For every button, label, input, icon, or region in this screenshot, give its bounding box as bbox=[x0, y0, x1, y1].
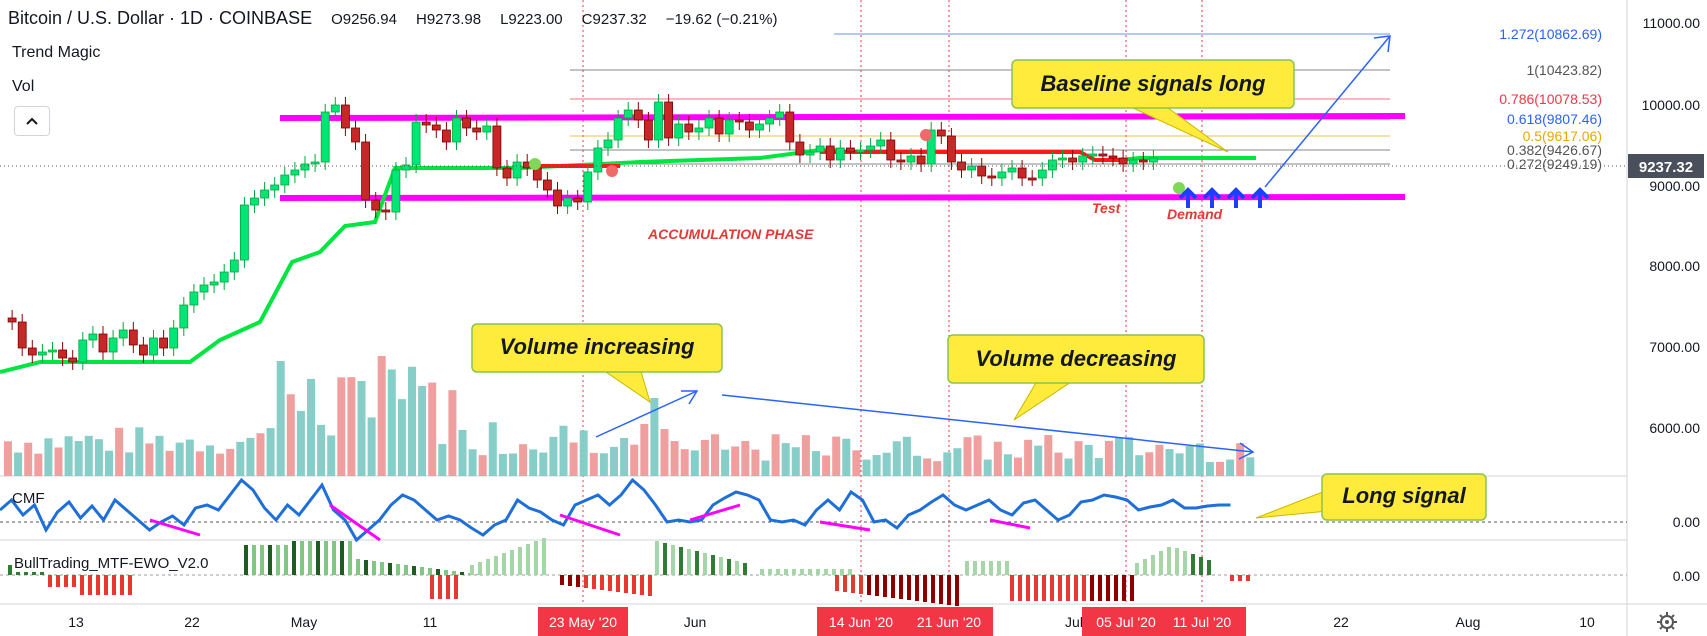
demand-arrows bbox=[1178, 187, 1270, 208]
baseline-callout[interactable]: Baseline signals long bbox=[1011, 59, 1295, 153]
long-signal-text: Long signal bbox=[1342, 483, 1466, 508]
date-tag-14-jun bbox=[817, 607, 905, 636]
price-tick: 6000.00 bbox=[1649, 420, 1700, 436]
volume-increasing-callout[interactable]: Volume increasing bbox=[471, 323, 723, 404]
symbol-title[interactable]: Bitcoin / U.S. Dollar · 1D · COINBASE bbox=[8, 8, 313, 28]
fib-extension-arrow[interactable] bbox=[1264, 35, 1391, 188]
long-signal-callout[interactable]: Long signal bbox=[1255, 473, 1487, 521]
fib-label: 1.272(10862.69) bbox=[1499, 26, 1602, 42]
collapse-indicators-button[interactable] bbox=[14, 106, 50, 136]
fib-label: 1(10423.82) bbox=[1526, 62, 1602, 78]
price-tick: 11000.00 bbox=[1643, 15, 1701, 31]
date-tag-11-jul bbox=[1158, 607, 1246, 636]
test-label: Test bbox=[1092, 200, 1122, 216]
chart-header: Bitcoin / U.S. Dollar · 1D · COINBASE O9… bbox=[8, 8, 778, 29]
fib-label: 0.786(10078.53) bbox=[1499, 91, 1602, 107]
date-tag-text: 14 Jun '20 bbox=[829, 614, 893, 630]
demand-label: Demand bbox=[1167, 206, 1223, 222]
indicator-vol[interactable]: Vol bbox=[12, 78, 35, 95]
fib-label: 0.272(9249.19) bbox=[1507, 156, 1602, 172]
time-axis[interactable]: 13 22 May 11 Jun Jul 22 Aug 10 23 May '2… bbox=[68, 607, 1595, 636]
volume-decreasing-text: Volume decreasing bbox=[976, 346, 1177, 371]
indicator-cmf[interactable]: CMF bbox=[12, 490, 45, 507]
volume-decreasing-callout[interactable]: Volume decreasing bbox=[947, 334, 1205, 421]
signal-dot-red bbox=[606, 165, 618, 177]
range-top-line[interactable] bbox=[279, 113, 1406, 121]
current-price-tag bbox=[1628, 154, 1704, 178]
time-tick: 10 bbox=[1579, 614, 1595, 630]
fib-label: 0.382(9426.67) bbox=[1507, 142, 1602, 158]
candlesticks bbox=[7, 94, 1158, 370]
signal-dot-green bbox=[1173, 182, 1185, 194]
accumulation-phase-label: ACCUMULATION PHASE bbox=[647, 226, 814, 242]
date-tag-23-may bbox=[538, 607, 628, 636]
ewo-histogram bbox=[8, 538, 1250, 606]
chevron-up-icon bbox=[26, 117, 38, 125]
date-tag-05-jul bbox=[1082, 607, 1170, 636]
date-tag-text: 05 Jul '20 bbox=[1096, 614, 1156, 630]
time-tick: Aug bbox=[1456, 614, 1481, 630]
price-tick: 8000.00 bbox=[1649, 258, 1700, 274]
volume-increasing-text: Volume increasing bbox=[500, 334, 695, 359]
price-tick: 10000.00 bbox=[1642, 97, 1701, 113]
time-tick: 11 bbox=[423, 614, 438, 630]
time-tick: Jun bbox=[684, 614, 707, 630]
ohlc-change: −19.62 (−0.21%) bbox=[665, 11, 778, 28]
time-tick: 13 bbox=[68, 614, 84, 630]
time-tick: Jul bbox=[1065, 614, 1083, 630]
signal-dot-green bbox=[529, 158, 541, 170]
cmf-line bbox=[0, 477, 1231, 543]
time-tick: 22 bbox=[1333, 614, 1349, 630]
ohlc-low: L9223.00 bbox=[500, 11, 563, 28]
cmf-axis-tick: 0.00 bbox=[1673, 514, 1700, 530]
time-tick: 22 bbox=[184, 614, 200, 630]
volume-increase-arrow[interactable] bbox=[595, 390, 699, 438]
date-tag-text: 23 May '20 bbox=[549, 614, 617, 630]
volume-decrease-arrow[interactable] bbox=[721, 394, 1255, 460]
ohlc-open: O9256.94 bbox=[331, 11, 397, 28]
volume-bars bbox=[4, 356, 1255, 476]
price-axis[interactable]: 11000.00 10000.00 9000.00 8000.00 7000.0… bbox=[1628, 15, 1704, 584]
time-tick: May bbox=[291, 614, 317, 630]
baseline-callout-text: Baseline signals long bbox=[1041, 71, 1267, 96]
gear-icon[interactable] bbox=[1657, 612, 1677, 632]
date-tag-text: 11 Jul '20 bbox=[1173, 614, 1232, 630]
indicator-trend-magic[interactable]: Trend Magic bbox=[12, 44, 101, 61]
date-tag-text: 21 Jun '20 bbox=[917, 614, 981, 630]
ewo-axis-tick: 0.00 bbox=[1673, 568, 1700, 584]
ohlc-close: C9237.32 bbox=[581, 11, 647, 28]
current-price-value: 9237.32 bbox=[1639, 159, 1693, 176]
price-tick: 7000.00 bbox=[1649, 339, 1700, 355]
date-tag-21-jun bbox=[905, 607, 993, 636]
signal-dot-red bbox=[920, 129, 932, 141]
indicator-ewo[interactable]: BullTrading_MTF-EWO_V2.0 bbox=[12, 555, 211, 572]
price-tick: 9000.00 bbox=[1649, 178, 1700, 194]
fib-label: 0.618(9807.46) bbox=[1507, 111, 1602, 127]
fib-label: 0.5(9617.06) bbox=[1523, 128, 1602, 144]
ohlc-high: H9273.98 bbox=[416, 11, 482, 28]
